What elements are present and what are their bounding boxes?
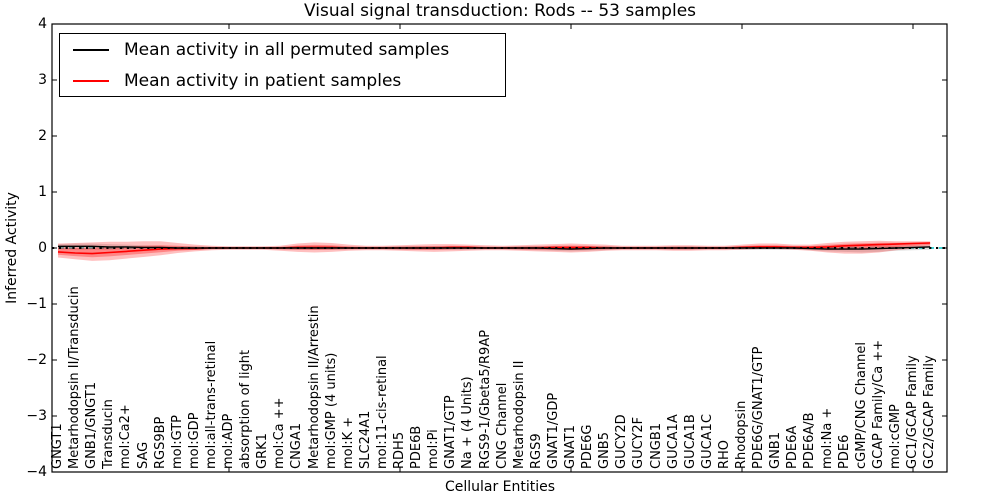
x-tick-label: GUCA1C [699,414,715,469]
x-tick-label: mol:GTP [169,415,185,469]
legend-item-patient: Mean activity in patient samples [60,65,505,96]
x-tick-label: mol:cGMP [887,404,903,469]
black-line-swatch-icon [73,48,109,51]
x-tick-label: SLC24A1 [357,410,373,469]
y-tick-label: −1 [26,296,47,312]
x-tick-label: RGS9 [528,433,544,469]
x-tick-label: cGMP/CNG Channel [853,341,869,469]
x-tick-label: GUCY2D [614,414,630,469]
x-tick-label: PDE6G/GNAT1/GTP [751,346,767,469]
x-tick-label: GNB1 [768,432,784,469]
y-tick-label: 0 [38,240,47,256]
legend: Mean activity in all permuted samples Me… [59,33,506,97]
x-tick-label: Na + (4 Units) [460,376,476,469]
x-tick-label: GUCA1A [665,414,681,469]
chart-title: Visual signal transduction: Rods -- 53 s… [303,1,697,21]
x-tick-label: mol:K + [340,416,356,469]
x-tick-label: mol:ADP [221,413,236,469]
x-tick-label: Metarhodopsin II/Arrestin [306,305,322,469]
x-tick-label: Metarhodopsin II/Transducin [67,286,83,469]
x-tick-label: absorption of light [238,349,254,469]
x-tick-label: mol:GDP [186,412,202,469]
x-tick-label: GNAT1/GTP [443,395,459,469]
x-tick-label: Rhodopsin [734,400,749,469]
x-tick-label: mol:11-cis-retinal [374,355,390,469]
x-tick-label: SAG [135,441,151,469]
x-tick-label: GNGT1 [50,423,65,469]
x-tick-label: PDE6B [409,425,425,469]
x-tick-label: GRK1 [255,433,271,469]
x-tick-label: GNB1/GNGT1 [84,382,100,469]
x-tick-label: mol:Na + [819,407,835,469]
x-tick-label: CNGA1 [289,422,305,469]
x-tick-label: mol:Ca2+ [118,404,134,469]
x-tick-label: GUCY2F [631,416,647,469]
red-line-swatch-icon [73,79,109,82]
x-tick-label: mol:GMP (4 units) [323,352,339,469]
x-tick-label: GNB5 [597,432,613,469]
x-tick-label: RDH5 [392,431,407,469]
x-tick-label: GCAP Family/Ca ++ [870,339,886,469]
y-tick-label: −3 [26,408,47,424]
x-axis-label: Cellular Entities [444,479,556,495]
y-tick-label: 2 [38,128,47,144]
x-tick-label: RGS9-1/Gbeta5/R9AP [477,329,493,469]
x-tick-label: GNAT1 [563,425,578,469]
x-tick-label: PDE6A [785,425,801,469]
x-tick-label: GC2/GCAP Family [922,355,938,469]
x-tick-label: Metarhodopsin II [511,360,527,469]
x-tick-label: CNGB1 [648,422,664,469]
x-tick-label: mol:Pi [426,429,442,469]
y-tick-label: −4 [26,464,47,480]
legend-item-permuted: Mean activity in all permuted samples [60,34,505,65]
y-tick-label: 3 [38,72,47,88]
x-tick-label: mol:Ca ++ [272,397,288,469]
x-tick-label: PDE6A/B [802,412,818,469]
y-axis-label: Inferred Activity [4,192,20,304]
legend-label-permuted: Mean activity in all permuted samples [124,39,450,60]
x-tick-label: PDE6G [580,424,596,469]
x-tick-label: GUCA1B [682,414,698,469]
y-tick-label: 4 [38,16,47,32]
x-tick-label: GNAT1/GDP [545,392,561,469]
x-tick-label: mol:all-trans-retinal [203,340,219,469]
x-tick-label: CNG Channel [494,382,510,469]
x-tick-label: GC1/GCAP Family [905,355,920,469]
x-tick-label: RGS9BP [152,416,168,469]
y-tick-label: −2 [26,352,47,368]
legend-label-patient: Mean activity in patient samples [124,70,402,91]
x-tick-label: PDE6 [836,434,852,469]
x-tick-label: RHO [716,439,732,469]
x-tick-label: Transducin [101,399,117,469]
y-tick-label: 1 [38,184,47,200]
